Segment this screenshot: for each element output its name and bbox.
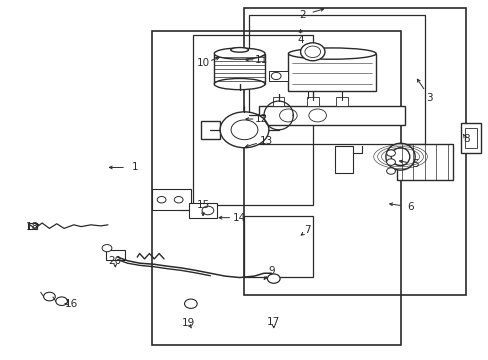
Bar bbox=[152, 31, 400, 345]
Bar bbox=[152, 189, 190, 211]
Bar bbox=[105, 250, 125, 260]
Text: 4: 4 bbox=[297, 35, 303, 45]
Bar bbox=[244, 8, 466, 295]
Circle shape bbox=[386, 168, 395, 174]
Bar bbox=[396, 144, 452, 180]
Bar bbox=[244, 216, 312, 277]
Ellipse shape bbox=[230, 48, 248, 52]
Bar bbox=[214, 54, 264, 84]
Ellipse shape bbox=[385, 143, 414, 170]
Circle shape bbox=[157, 197, 165, 203]
Text: 2: 2 bbox=[299, 10, 305, 20]
Text: 16: 16 bbox=[64, 299, 78, 309]
Text: 1: 1 bbox=[131, 162, 138, 172]
Text: 14: 14 bbox=[232, 213, 246, 222]
Bar bbox=[306, 96, 318, 105]
Bar bbox=[461, 123, 480, 153]
Circle shape bbox=[267, 274, 280, 283]
Ellipse shape bbox=[214, 78, 264, 90]
Bar bbox=[200, 121, 220, 139]
Bar bbox=[268, 71, 288, 81]
Circle shape bbox=[174, 197, 183, 203]
Text: 15: 15 bbox=[196, 200, 209, 210]
Ellipse shape bbox=[288, 48, 375, 59]
Bar bbox=[465, 128, 476, 148]
Text: 19: 19 bbox=[182, 319, 195, 328]
Bar bbox=[272, 96, 284, 105]
Text: 3: 3 bbox=[426, 93, 432, 103]
Bar bbox=[193, 35, 312, 205]
Circle shape bbox=[220, 112, 268, 148]
Circle shape bbox=[184, 299, 197, 309]
Text: 11: 11 bbox=[254, 55, 267, 65]
Text: 7: 7 bbox=[304, 225, 310, 235]
Circle shape bbox=[386, 150, 395, 156]
Circle shape bbox=[102, 244, 112, 252]
Bar bbox=[334, 146, 352, 173]
Text: 6: 6 bbox=[406, 202, 413, 212]
Circle shape bbox=[56, 297, 67, 306]
Bar bbox=[189, 203, 216, 219]
Bar bbox=[335, 96, 347, 105]
Bar bbox=[27, 223, 37, 229]
Circle shape bbox=[300, 43, 325, 61]
Text: 8: 8 bbox=[462, 134, 468, 144]
Text: 12: 12 bbox=[254, 114, 267, 124]
Circle shape bbox=[43, 292, 55, 301]
Text: 9: 9 bbox=[267, 266, 274, 276]
Text: 5: 5 bbox=[411, 159, 418, 169]
Text: 17: 17 bbox=[266, 317, 280, 327]
Text: 20: 20 bbox=[108, 256, 122, 266]
Ellipse shape bbox=[214, 48, 264, 59]
Bar bbox=[249, 15, 424, 144]
Bar bbox=[288, 54, 375, 91]
Text: 13: 13 bbox=[259, 136, 272, 145]
Circle shape bbox=[386, 159, 395, 165]
Text: 18: 18 bbox=[26, 222, 39, 231]
Text: 10: 10 bbox=[196, 58, 209, 68]
Bar bbox=[259, 105, 405, 125]
